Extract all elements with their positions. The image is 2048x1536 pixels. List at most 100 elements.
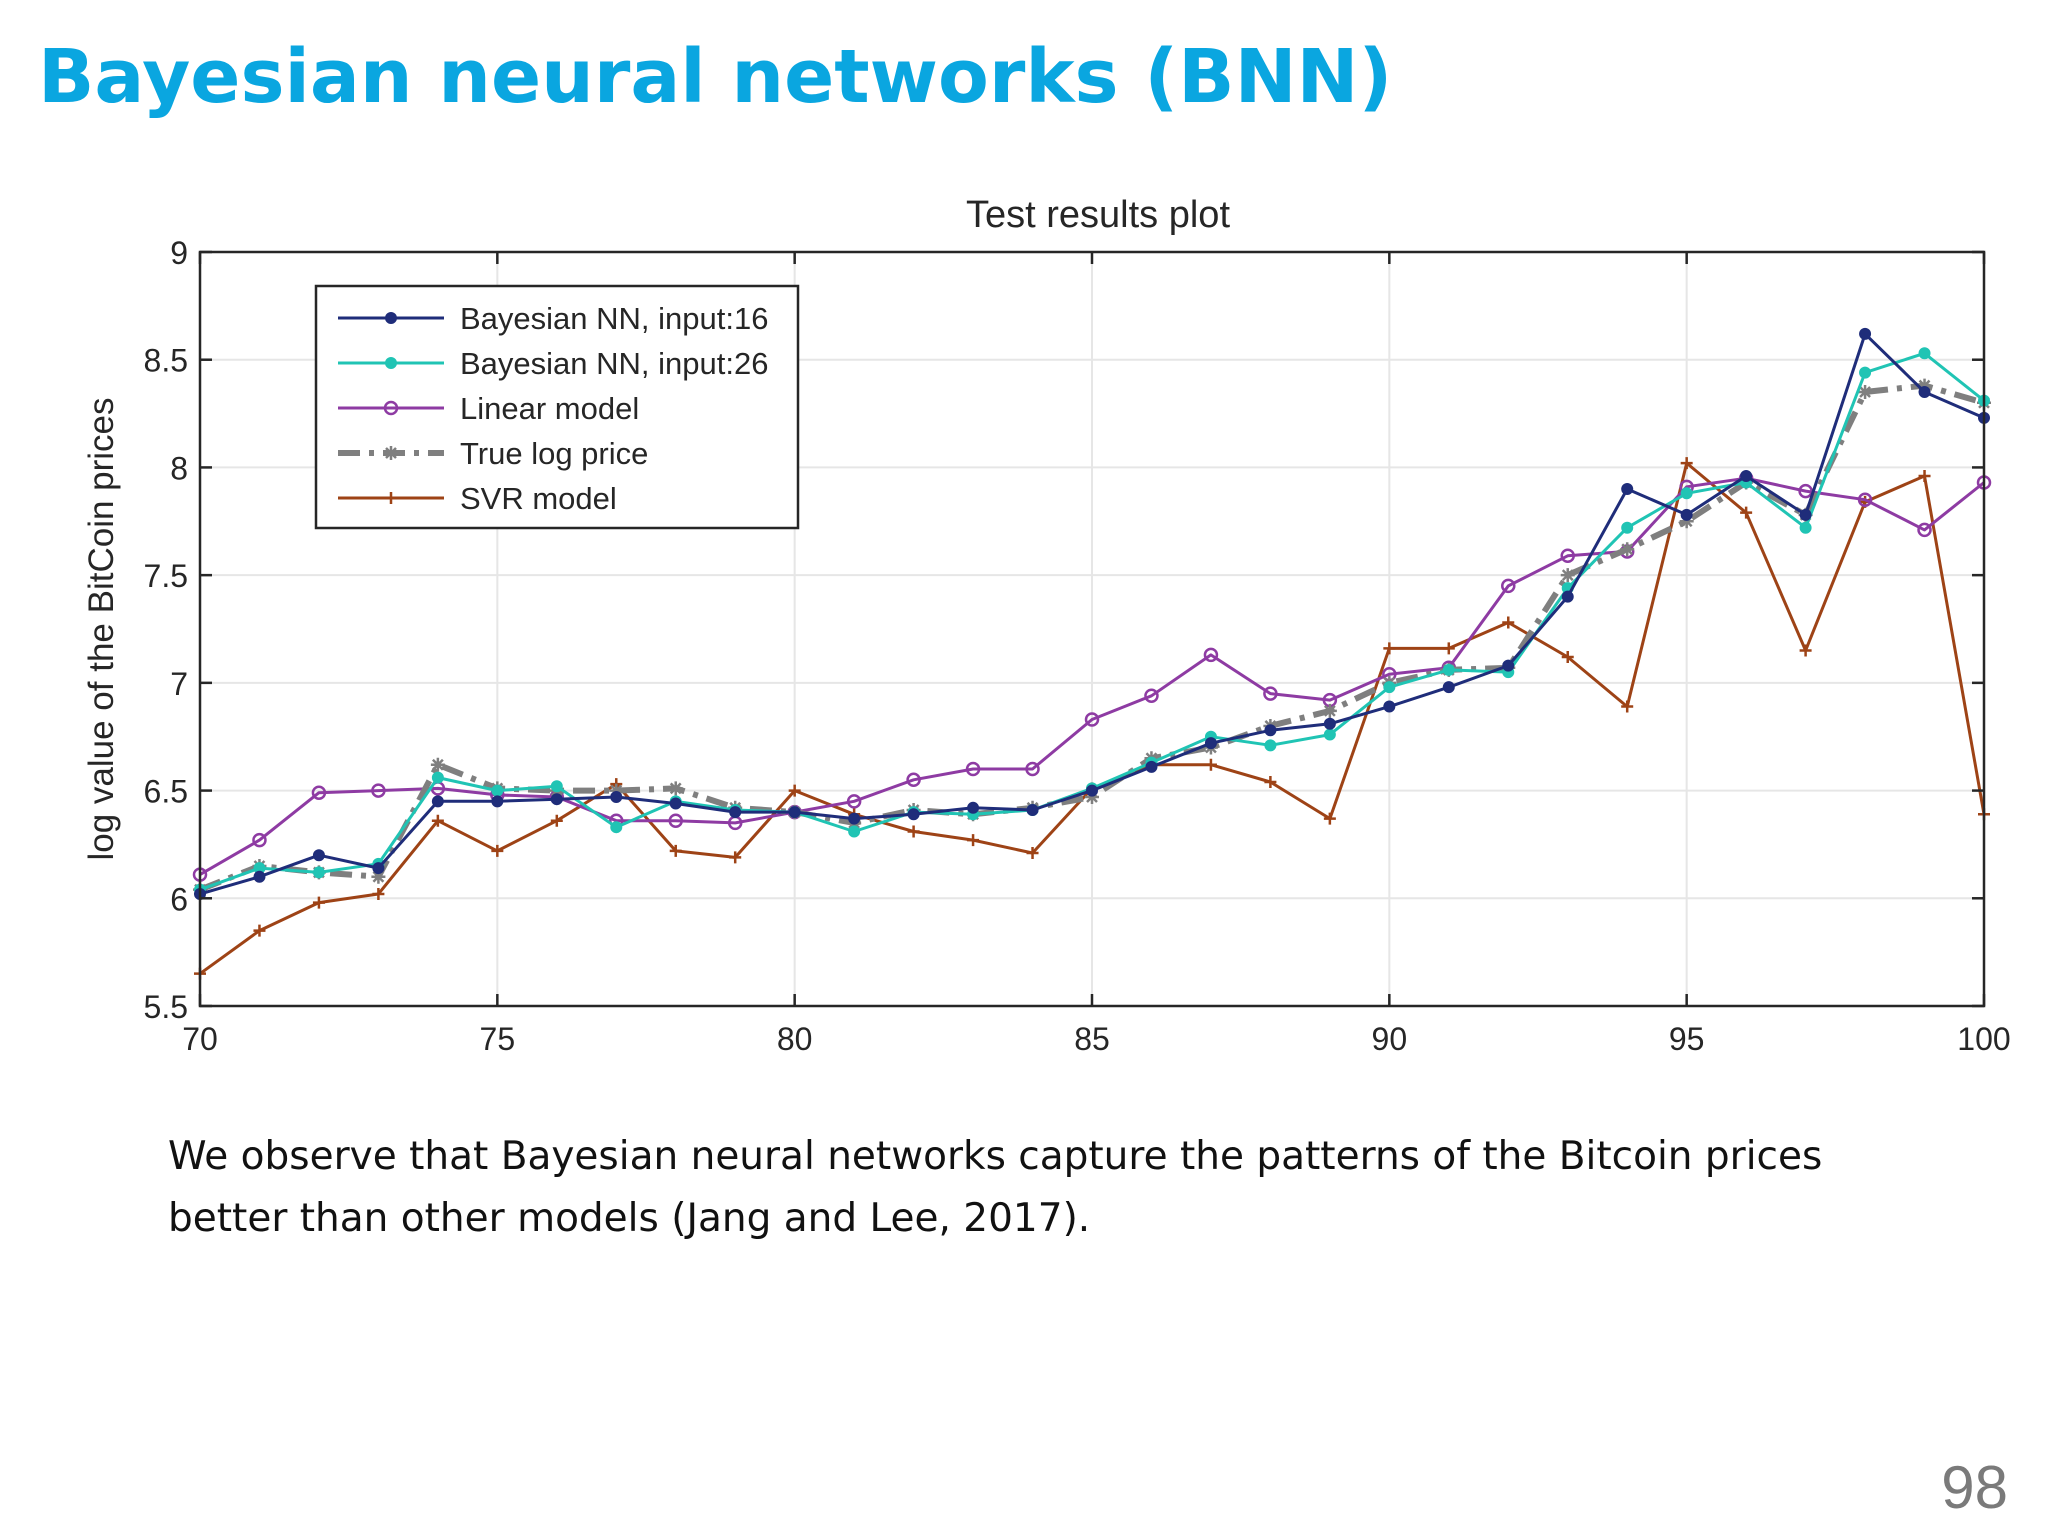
data-point [1501,578,1516,594]
data-point [1680,487,1693,500]
data-point [1085,790,1099,805]
data-point [610,791,623,804]
legend-label: Bayesian NN, input:16 [460,301,768,336]
data-point [491,795,504,808]
data-point [491,784,504,797]
data-point [610,821,623,834]
data-point [1798,483,1813,499]
data-point [669,797,682,810]
data-point [1918,347,1931,360]
chart-title: Test results plot [966,194,1230,236]
data-point [550,814,563,827]
data-point [1918,386,1931,399]
data-point [1620,542,1635,557]
data-point [1917,522,1932,538]
data-point [1560,568,1575,583]
legend-label: Bayesian NN, input:26 [460,346,768,381]
y-tick-label: 6.5 [144,774,188,810]
legend-entry: SVR model [338,481,617,516]
data-point [846,794,862,809]
data-point [1858,385,1873,400]
data-point [1740,470,1753,483]
slide-title: Bayesian neural networks (BNN) [38,34,1393,120]
data-point [1621,482,1634,495]
data-point [1264,775,1277,788]
data-point [431,795,444,808]
data-point [384,446,398,460]
data-point [788,784,801,797]
x-tick-label: 80 [777,1021,813,1057]
y-tick-label: 6 [170,881,188,917]
data-point [1203,647,1219,663]
data-point [1025,761,1040,777]
data-point [1799,508,1812,521]
data-point [312,866,325,879]
data-point [1799,644,1812,657]
data-point [965,761,981,777]
axis-ticks: 5.5 6 6.5 7 7.5 8 8.5 9 70 75 80 85 90 95 100 [144,235,2011,1057]
data-point [729,851,742,864]
data-point [1918,470,1931,483]
data-point [1621,521,1634,534]
x-tick-label: 90 [1372,1021,1408,1057]
data-point [1621,700,1634,713]
data-point [1561,651,1574,664]
data-point [253,870,266,883]
data-point [1263,686,1278,701]
y-axis-label: log value of the BitCoin prices [82,397,121,860]
data-point [1502,616,1515,629]
data-point [1323,728,1336,741]
data-point [312,849,325,862]
data-point [668,813,683,828]
data-point [1917,378,1932,393]
data-point [729,806,742,819]
data-point [430,757,445,772]
data-point [385,357,397,369]
data-point [848,812,861,825]
data-point [383,400,399,416]
data-point [967,801,980,814]
data-point [668,781,683,796]
data-point [550,780,563,793]
data-point [252,832,267,848]
data-point [1383,700,1396,713]
legend-entry: Linear model [338,391,639,426]
data-point [1857,492,1873,507]
data-point [1680,508,1693,521]
series-0 [194,327,1990,900]
x-tick-label: 75 [480,1021,516,1057]
legend-label: Linear model [460,391,639,426]
data-point [1323,717,1336,730]
data-point [385,312,397,324]
page-number: 98 [1941,1454,2008,1521]
data-point [1323,812,1336,825]
legend-entry: Bayesian NN, input:26 [338,346,768,381]
data-point [788,806,801,819]
data-point [1799,521,1812,534]
data-point [371,783,386,798]
x-tick-label: 95 [1669,1021,1705,1057]
data-point [848,825,861,838]
y-tick-label: 8 [170,450,188,486]
data-point [1144,688,1159,704]
legend: Bayesian NN, input:16 Bayesian NN, input:… [314,284,800,530]
data-point [1322,703,1337,718]
data-point [967,834,980,847]
data-point [1859,366,1872,379]
caption: We observe that Bayesian neural networks… [168,1134,1823,1241]
data-point [431,771,444,784]
data-point [491,844,504,857]
data-point [1264,739,1277,752]
data-point [609,783,624,798]
y-tick-label: 9 [170,235,188,271]
x-tick-label: 100 [1957,1021,2010,1057]
data-point [907,825,920,838]
data-point [1680,457,1693,470]
data-point [253,924,266,937]
data-point [669,844,682,857]
data-point [1560,548,1575,564]
data-point [1084,712,1100,727]
data-point [550,793,563,806]
legend-entry: True log price [338,436,648,471]
data-point [1679,514,1694,529]
